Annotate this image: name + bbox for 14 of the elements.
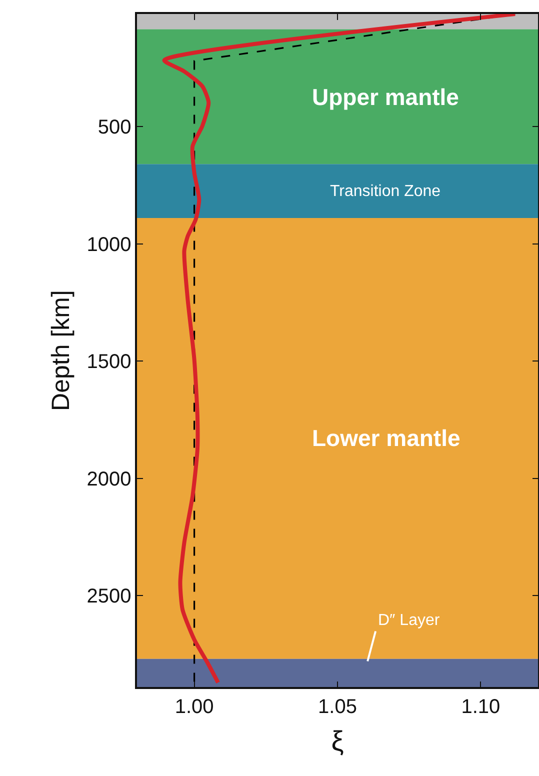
band-label: Upper mantle	[312, 84, 459, 110]
band-label: D″ Layer	[378, 612, 440, 629]
y-axis-title: Depth [km]	[47, 290, 75, 411]
y-tick-label: 2000	[86, 468, 132, 490]
y-tick-label: 1000	[86, 234, 132, 256]
x-tick-label: 1.00	[174, 696, 214, 718]
x-tick-label: 1.05	[318, 696, 357, 718]
y-tick-label: 1500	[86, 351, 132, 374]
y-tick-label: 2500	[86, 586, 132, 608]
band-label: Transition Zone	[330, 183, 441, 200]
y-tick-label: 500	[98, 116, 132, 139]
x-axis-title: ξ	[331, 725, 344, 756]
band-label: Lower mantle	[312, 425, 460, 451]
x-tick-label: 1.10	[461, 696, 500, 718]
